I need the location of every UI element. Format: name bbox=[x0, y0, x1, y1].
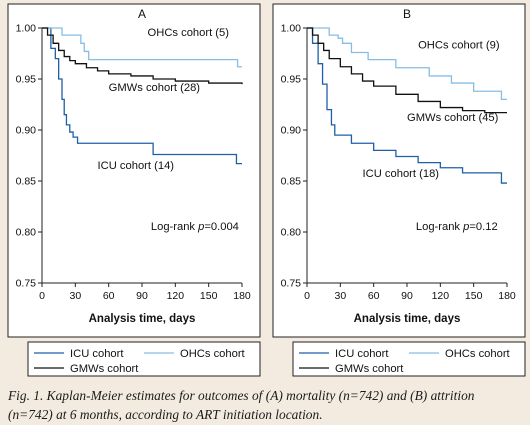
x-tick-label: 150 bbox=[465, 290, 483, 302]
x-tick-label: 180 bbox=[233, 290, 251, 302]
series-line-ohcs bbox=[307, 27, 507, 101]
series-line-icu bbox=[42, 27, 242, 165]
legend-label-gmws: GMWs cohort bbox=[335, 363, 404, 375]
x-tick-label: 0 bbox=[39, 290, 45, 302]
y-tick-label: 0.75 bbox=[16, 278, 37, 290]
y-tick-label: 0.90 bbox=[16, 125, 37, 137]
y-tick-label: 0.80 bbox=[281, 227, 302, 239]
legend-label-icu: ICU cohort bbox=[70, 348, 124, 360]
annotation-label: OHCs cohort (9) bbox=[418, 39, 500, 51]
y-tick-label: 1.00 bbox=[16, 23, 37, 35]
figure-caption: Fig. 1. Kaplan-Meier estimates for outco… bbox=[8, 388, 475, 422]
chart-svg-b: B 1.00 0.95 0.90 0.85 0.80 0.750 30 60 90 120 150 18… bbox=[272, 3, 526, 377]
legend-label-icu: ICU cohort bbox=[335, 348, 389, 360]
y-tick-label: 0.85 bbox=[16, 176, 37, 188]
outer-frame bbox=[272, 3, 526, 338]
annotation-label: GMWs cohort (28) bbox=[109, 82, 201, 94]
x-tick-label: 120 bbox=[432, 290, 450, 302]
x-tick-label: 90 bbox=[401, 290, 413, 302]
x-tick-label: 180 bbox=[498, 290, 516, 302]
y-tick-label: 0.85 bbox=[281, 176, 302, 188]
x-tick-label: 60 bbox=[368, 290, 380, 302]
x-tick-label: 60 bbox=[103, 290, 115, 302]
y-tick-label: 0.80 bbox=[16, 227, 37, 239]
panel-title: B bbox=[403, 7, 411, 21]
y-tick-label: 0.95 bbox=[281, 74, 302, 86]
x-tick-label: 30 bbox=[334, 290, 346, 302]
x-tick-label: 90 bbox=[136, 290, 148, 302]
series-line-gmws bbox=[42, 27, 243, 85]
annotation-label: ICU cohort (14) bbox=[98, 160, 175, 172]
legend-box bbox=[27, 341, 261, 377]
annotation-label: Log-rank p=0.004 bbox=[151, 221, 239, 233]
x-axis-label: Analysis time, days bbox=[354, 313, 461, 325]
x-tick-label: 0 bbox=[304, 290, 310, 302]
x-tick-label: 30 bbox=[69, 290, 81, 302]
legend-label-gmws: GMWs cohort bbox=[70, 363, 139, 375]
y-tick-label: 0.90 bbox=[281, 125, 302, 137]
x-tick-label: 120 bbox=[167, 290, 185, 302]
series-line-gmws bbox=[307, 27, 507, 114]
annotation-label: Log-rank p=0.12 bbox=[416, 221, 498, 233]
chart-svg-a: A 1.00 0.95 0.90 0.85 0.80 0.750 30 60 90 120 150 18… bbox=[7, 3, 261, 377]
x-axis-label: Analysis time, days bbox=[89, 313, 196, 325]
panel-title: A bbox=[138, 7, 146, 21]
annotation-label: OHCs cohort (5) bbox=[148, 27, 230, 39]
series-line-ohcs bbox=[42, 27, 242, 68]
panel-a: A 1.00 0.95 0.90 0.85 0.80 0.75 0 30 60 90 120 150 18… bbox=[0, 0, 265, 380]
legend-label-ohcs: OHCs cohort bbox=[180, 348, 246, 360]
y-tick-label: 0.95 bbox=[16, 74, 37, 86]
x-tick-label: 150 bbox=[200, 290, 218, 302]
y-tick-label: 1.00 bbox=[281, 23, 302, 35]
annotation-label: ICU cohort (18) bbox=[363, 168, 440, 180]
series-line-icu bbox=[307, 27, 507, 184]
y-tick-label: 0.75 bbox=[281, 278, 302, 290]
legend-label-ohcs: OHCs cohort bbox=[445, 348, 511, 360]
legend-box bbox=[292, 341, 526, 377]
annotation-label: GMWs cohort (45) bbox=[407, 112, 499, 124]
panel-b: B 1.00 0.95 0.90 0.85 0.80 0.75 0 30 60 90 120 150 18… bbox=[265, 0, 530, 380]
